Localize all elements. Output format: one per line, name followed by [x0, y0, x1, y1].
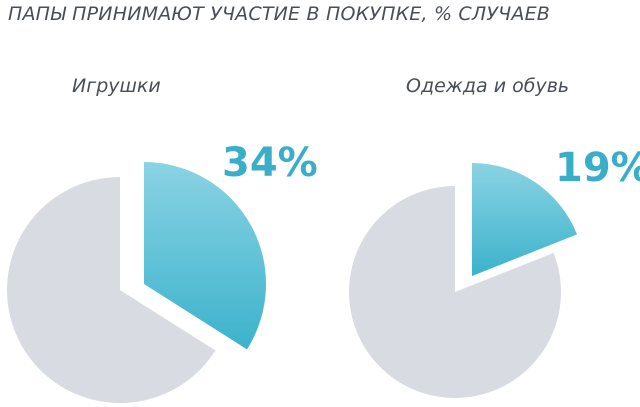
slice-value-label-toys: 34%	[222, 140, 318, 186]
slice-value-label-clothing: 19%	[555, 145, 640, 191]
slice-toys-rest	[7, 177, 216, 403]
pie-chart-clothing	[349, 163, 578, 398]
slice-clothing-rest	[349, 186, 562, 398]
pie-chart-toys	[7, 162, 267, 403]
slice-clothing-fathers	[472, 163, 578, 276]
chart-title: ПАПЫ ПРИНИМАЮТ УЧАСТИЕ В ПОКУПКЕ, % СЛУЧ…	[8, 3, 551, 25]
pie-label-toys: Игрушки	[72, 75, 161, 97]
pie-label-clothing: Одежда и обувь	[406, 75, 570, 97]
slice-toys-fathers	[144, 162, 267, 350]
